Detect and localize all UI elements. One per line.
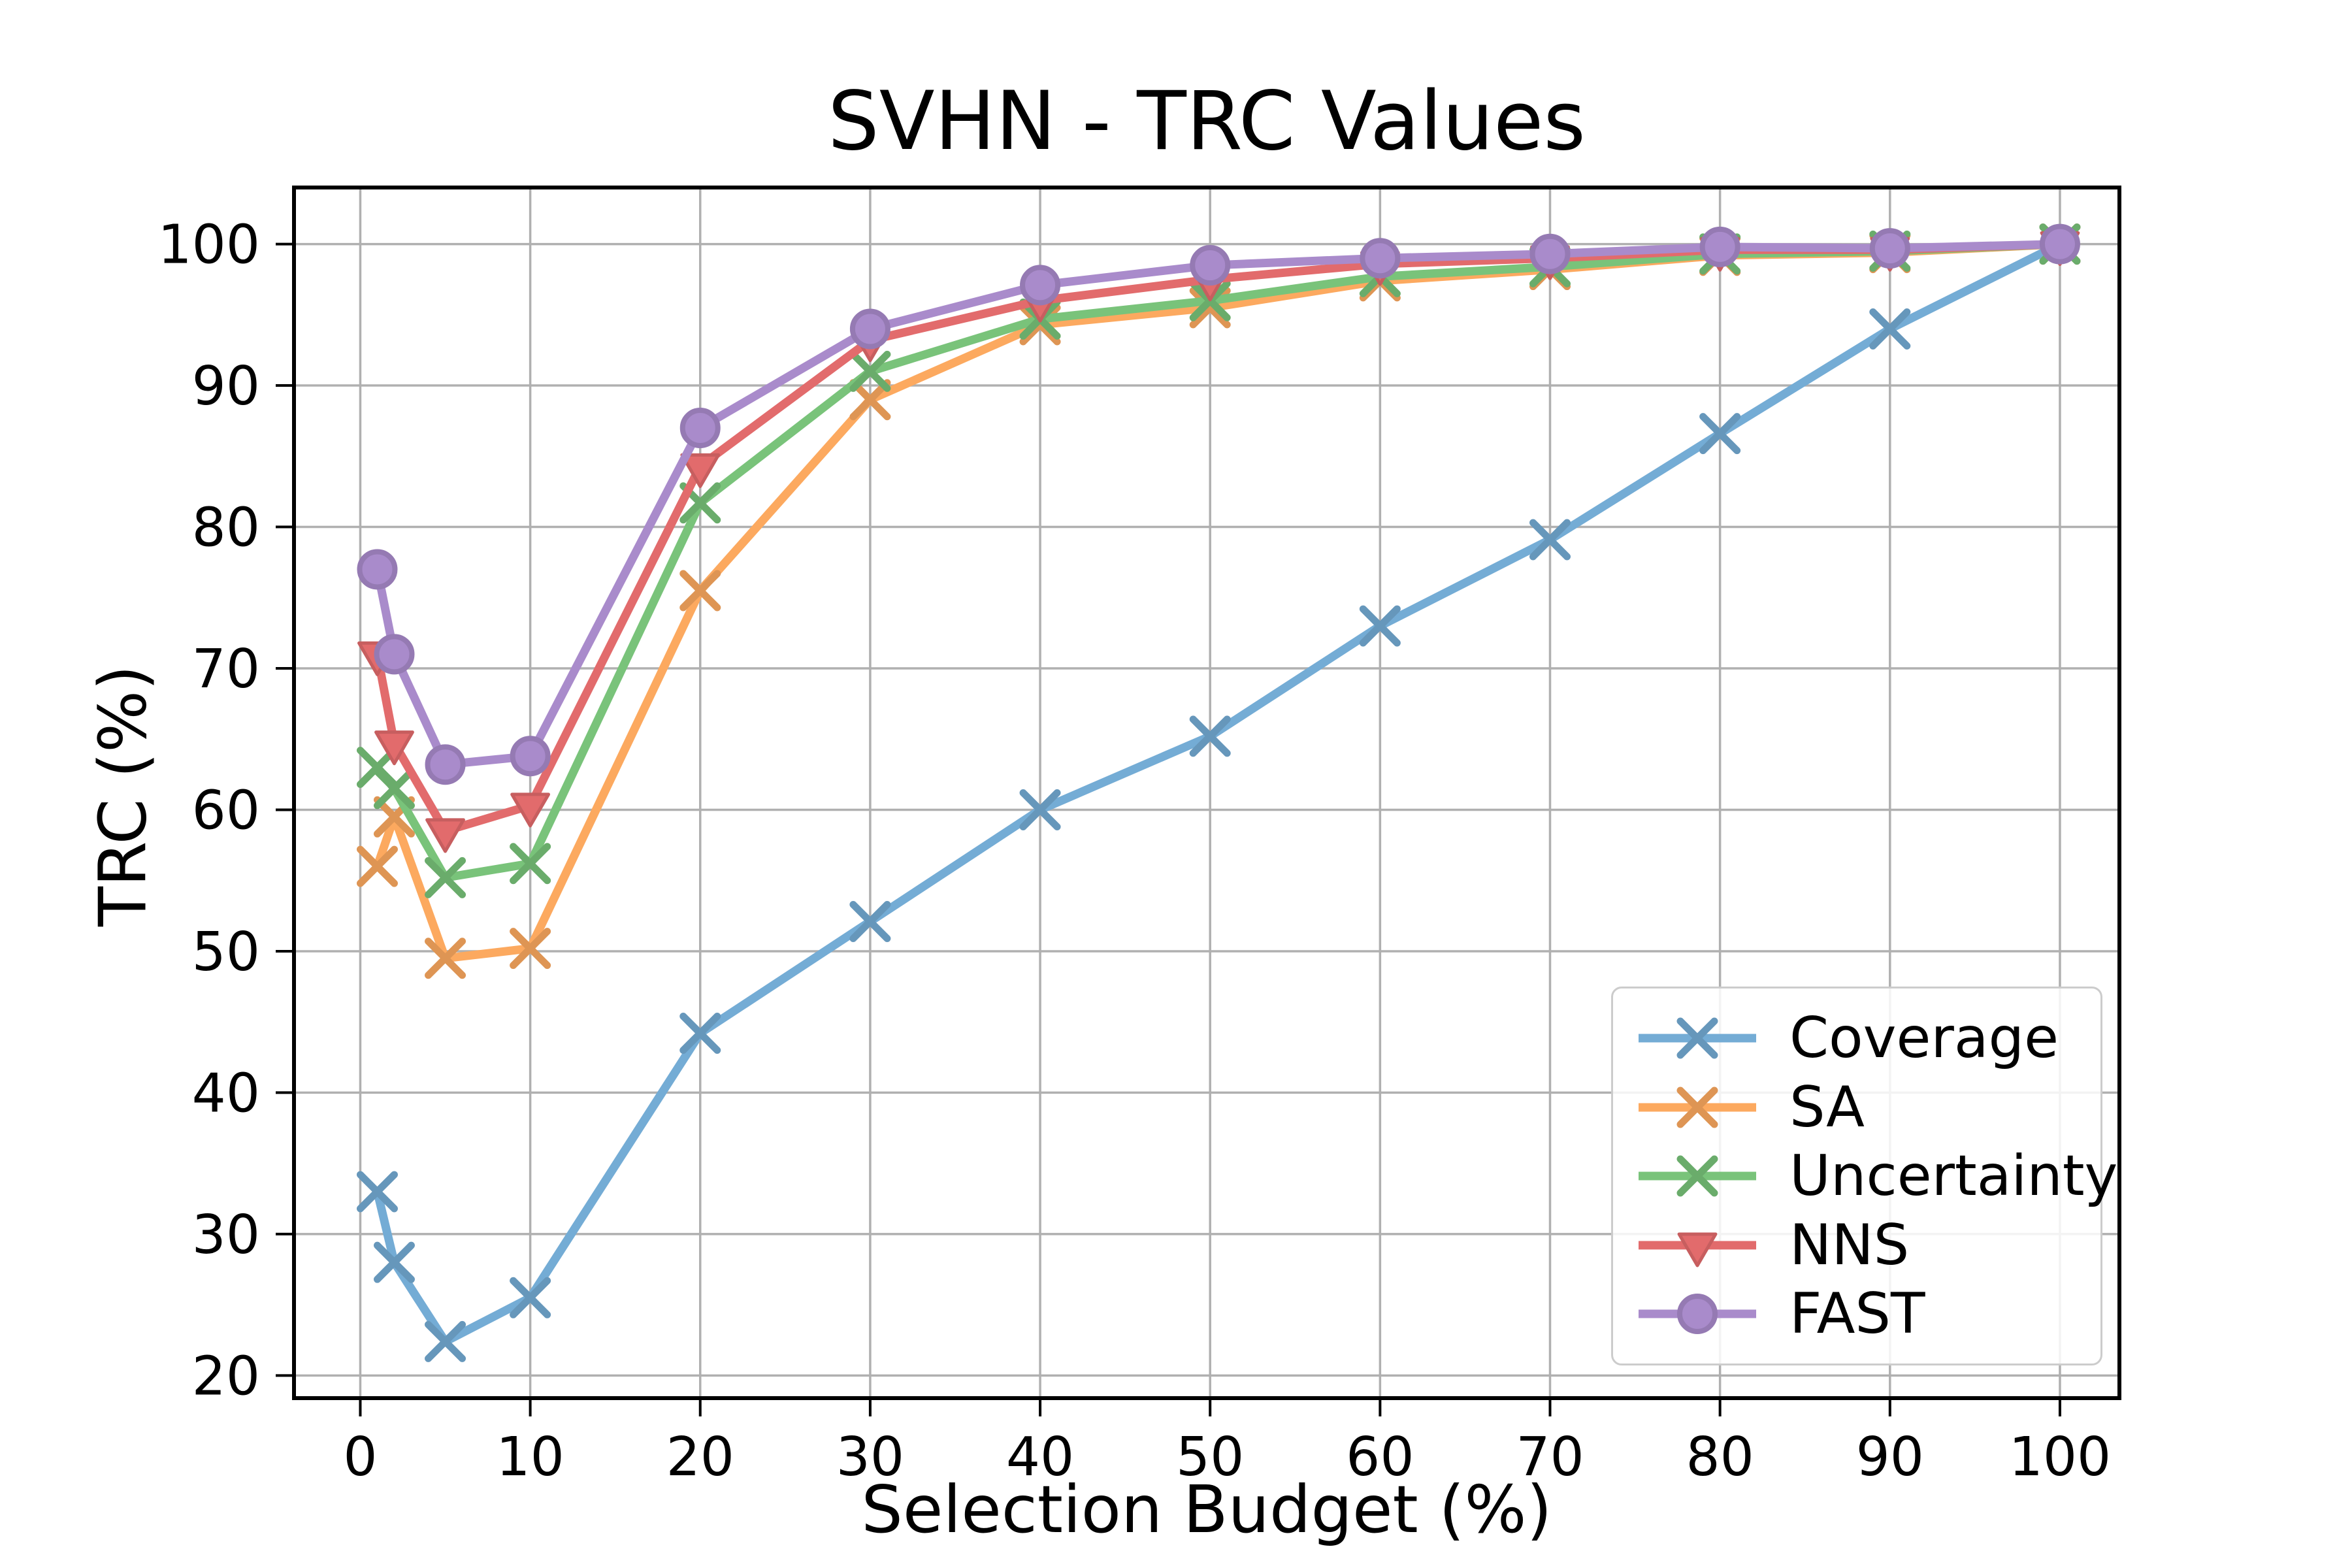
y-tick-label: 20	[192, 1345, 260, 1407]
series-line-fast	[372, 240, 2065, 769]
x-tick-label: 20	[666, 1426, 734, 1488]
legend-label: FAST	[1789, 1281, 1925, 1347]
legend-item-sa: SA	[1635, 1075, 2094, 1140]
series-marker	[425, 938, 466, 979]
coverage-marker-icon	[1639, 1017, 1756, 1059]
x-tick-label: 30	[836, 1426, 904, 1488]
series-marker	[1529, 233, 1571, 274]
y-tick-label: 30	[192, 1204, 260, 1266]
x-tick-label: 80	[1686, 1426, 1754, 1488]
series-marker	[1019, 789, 1061, 830]
series-marker	[1676, 1086, 1718, 1128]
y-tick-label: 100	[157, 214, 260, 276]
y-tick-label: 80	[192, 497, 260, 559]
series-marker	[679, 1013, 721, 1054]
series-marker	[510, 792, 551, 828]
series-marker	[373, 768, 415, 809]
fast-marker-icon	[1639, 1294, 1756, 1334]
series-marker	[849, 308, 890, 350]
y-axis-label: TRC (%)	[84, 664, 161, 927]
series-marker	[510, 1277, 551, 1318]
x-axis-label: Selection Budget (%)	[861, 1471, 1552, 1548]
x-tick-label: 0	[343, 1426, 377, 1488]
series-marker	[1359, 605, 1401, 647]
series-marker	[679, 408, 721, 449]
x-tick-label: 70	[1516, 1426, 1584, 1488]
legend-item-uncertainty: Uncertainty	[1635, 1143, 2117, 1209]
series-marker	[1699, 226, 1740, 267]
series-marker	[1019, 304, 1061, 346]
y-tick-label: 70	[192, 638, 260, 700]
uncertainty-marker-icon	[1639, 1155, 1756, 1197]
plot-spines	[292, 186, 2121, 1400]
series-marker	[425, 818, 465, 853]
nns-marker-icon	[1639, 1232, 1756, 1267]
series-marker	[510, 928, 551, 970]
series-marker	[849, 900, 891, 942]
series-marker	[356, 1171, 398, 1213]
series-marker	[1699, 413, 1741, 455]
x-tick-label: 10	[496, 1426, 564, 1488]
series-marker	[374, 730, 414, 766]
sa-marker-icon	[1639, 1086, 1756, 1128]
series-marker	[357, 549, 398, 590]
series-marker	[1190, 245, 1231, 286]
y-tick-label: 40	[192, 1062, 260, 1124]
series-marker	[1869, 228, 1910, 269]
series-marker	[1189, 715, 1231, 757]
series-marker	[849, 379, 891, 421]
legend-label: Coverage	[1789, 1005, 2059, 1071]
series-marker	[425, 744, 466, 785]
series-marker	[1677, 1294, 1718, 1334]
legend-label: NNS	[1789, 1212, 1910, 1278]
series-marker	[510, 736, 551, 777]
y-tick-label: 90	[192, 355, 260, 417]
series-marker	[679, 570, 721, 612]
x-tick-label: 50	[1176, 1426, 1244, 1488]
legend-label: SA	[1789, 1074, 1865, 1140]
series-marker	[849, 350, 891, 392]
legend-item-coverage: Coverage	[1635, 1005, 2094, 1071]
series-marker	[356, 845, 398, 887]
series-marker	[1869, 308, 1911, 350]
series-marker	[1360, 238, 1401, 279]
x-tick-label: 60	[1346, 1426, 1414, 1488]
series-marker	[680, 453, 721, 488]
y-tick-label: 60	[192, 779, 260, 841]
legend-item-fast: FAST	[1635, 1281, 2094, 1347]
series-marker	[1676, 1155, 1718, 1197]
x-tick-label: 90	[1856, 1426, 1924, 1488]
series-marker	[373, 1241, 415, 1283]
legend-label: Uncertainty	[1789, 1143, 2118, 1209]
x-tick-label: 40	[1006, 1426, 1074, 1488]
series-marker	[374, 634, 415, 675]
series-marker	[2039, 223, 2080, 265]
legend: Coverage SA Uncertainty NNS FAST	[1611, 987, 2117, 1365]
series-marker	[425, 1320, 466, 1362]
series-marker	[1020, 265, 1061, 306]
series-marker	[510, 843, 551, 885]
series-marker	[1677, 1232, 1718, 1267]
series-marker	[425, 857, 466, 898]
y-tick-label: 50	[192, 921, 260, 983]
legend-item-nns: NNS	[1635, 1213, 2094, 1278]
series-marker	[1676, 1017, 1718, 1059]
series-marker	[1529, 519, 1571, 561]
chart-title: SVHN - TRC Values	[828, 74, 1586, 169]
x-tick-label: 100	[2009, 1426, 2112, 1488]
